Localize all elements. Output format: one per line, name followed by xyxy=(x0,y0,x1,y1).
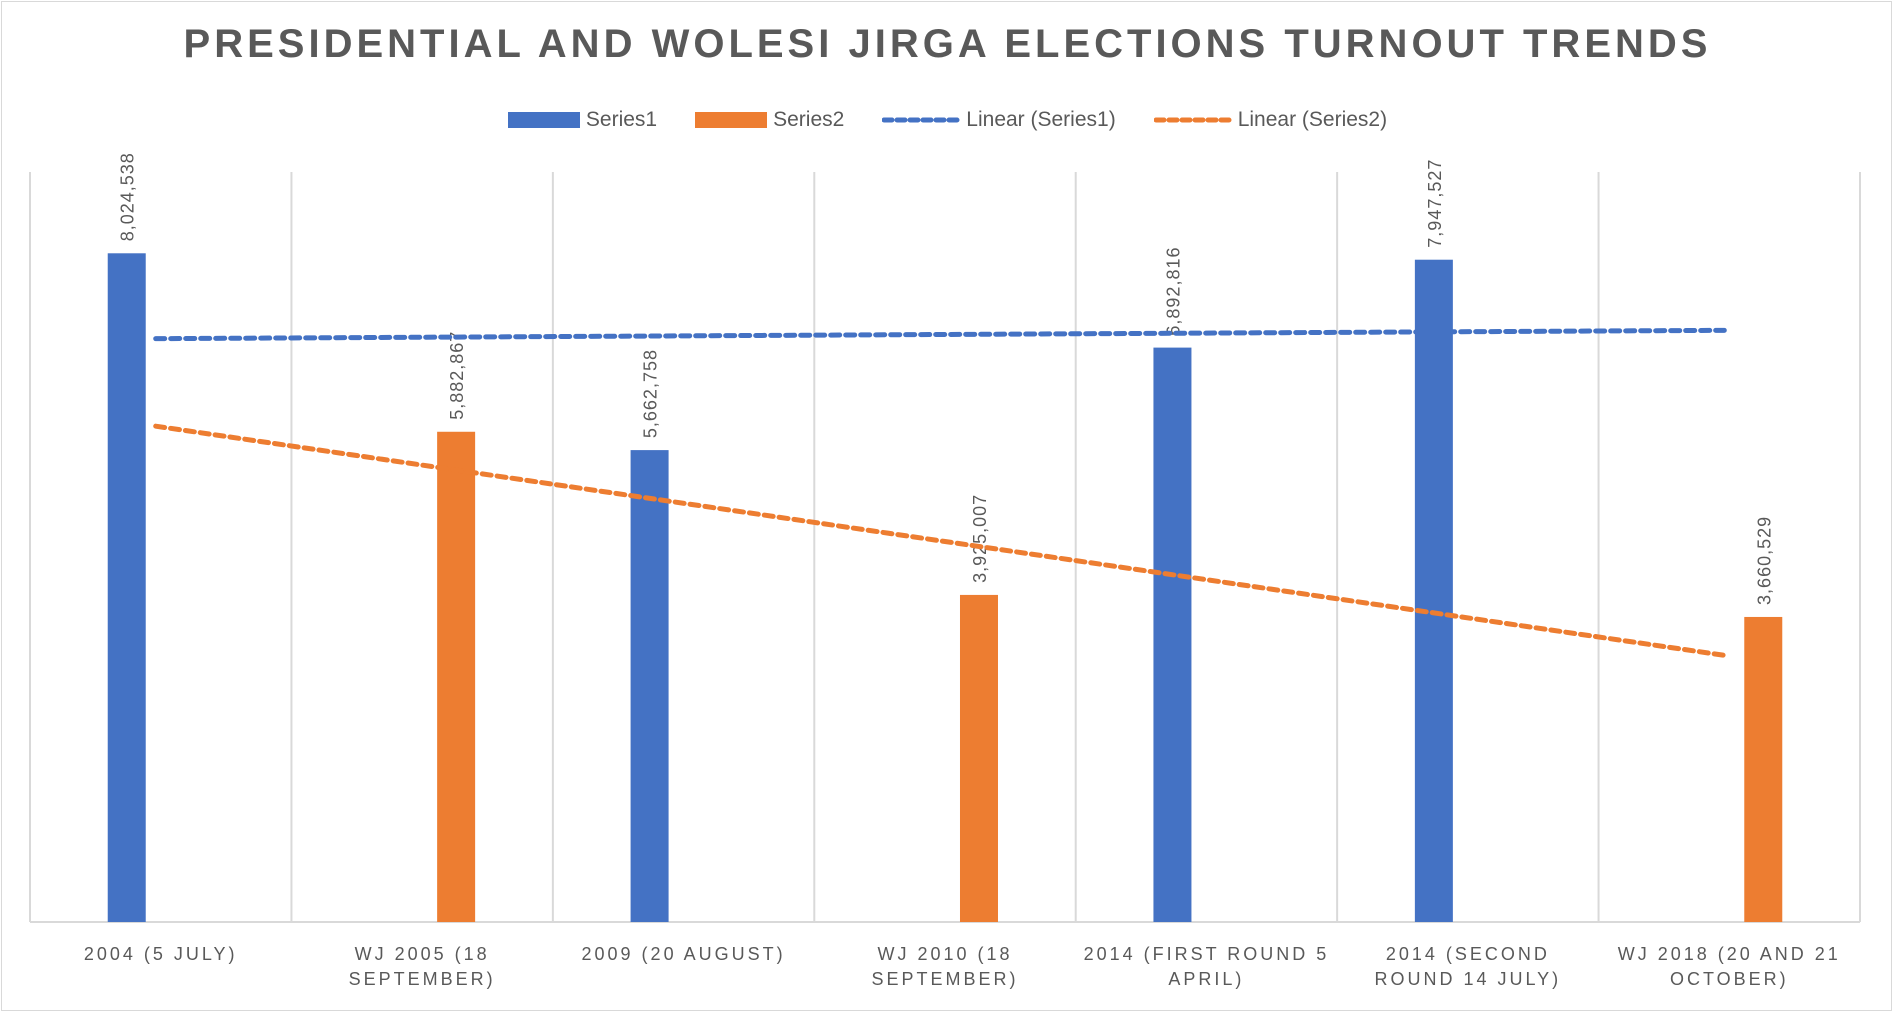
bar-series2 xyxy=(1744,616,1783,922)
trendline-series2 xyxy=(153,423,1727,658)
trendline-series1 xyxy=(153,327,1727,342)
data-label: 3,660,529 xyxy=(1754,516,1774,605)
legend-label-series1: Series1 xyxy=(585,108,658,131)
x-tick-label: 2004 (5 JULY) xyxy=(83,944,238,964)
bar-series2 xyxy=(437,431,476,922)
legend-swatch-series2 xyxy=(695,112,768,128)
legend-swatch-series1 xyxy=(507,112,580,128)
data-label: 6,892,816 xyxy=(1163,247,1183,336)
legend-label-linear-series1: Linear (Series1) xyxy=(966,108,1116,131)
x-tick-label: WJ 2010 (18 SEPTEMBER) xyxy=(871,944,1019,989)
bar-series2 xyxy=(959,594,998,922)
data-label: 3,925,007 xyxy=(970,494,990,583)
data-label: 7,947,527 xyxy=(1425,159,1445,248)
data-label: 8,024,538 xyxy=(118,152,138,241)
bar-series1 xyxy=(107,253,146,922)
chart-title: PRESIDENTIAL AND WOLESI JIRGA ELECTIONS … xyxy=(183,22,1712,66)
bar-series1 xyxy=(630,450,669,922)
x-tick-label: 2009 (20 AUGUST) xyxy=(581,944,786,964)
legend-item-linear-series1: Linear (Series1) xyxy=(882,108,1116,132)
x-tick-label: WJ 2018 (20 AND 21 OCTOBER) xyxy=(1617,944,1841,989)
legend-label-series2: Series2 xyxy=(773,108,845,131)
legend-swatch-linear-series1 xyxy=(882,117,961,123)
legend-swatch-linear-series2 xyxy=(1153,117,1232,123)
x-tick-label: 2014 (SECOND ROUND 14 JULY) xyxy=(1374,944,1562,989)
data-label: 5,882,867 xyxy=(447,331,467,420)
x-tick-label: WJ 2005 (18 SEPTEMBER) xyxy=(348,944,496,989)
bar-series1 xyxy=(1153,347,1192,923)
legend-item-series2: Series2 xyxy=(695,108,844,132)
legend-item-series1: Series1 xyxy=(507,108,658,132)
chart-legend: Series1 Series2 Linear (Series1) Linear … xyxy=(0,104,1895,136)
x-tick-label: 2014 (FIRST ROUND 5 APRIL) xyxy=(1083,944,1330,989)
legend-item-linear-series2: Linear (Series2) xyxy=(1153,108,1388,132)
legend-label-linear-series2: Linear (Series2) xyxy=(1237,108,1388,131)
bar-series1 xyxy=(1414,259,1453,923)
data-label: 5,662,758 xyxy=(641,349,661,438)
